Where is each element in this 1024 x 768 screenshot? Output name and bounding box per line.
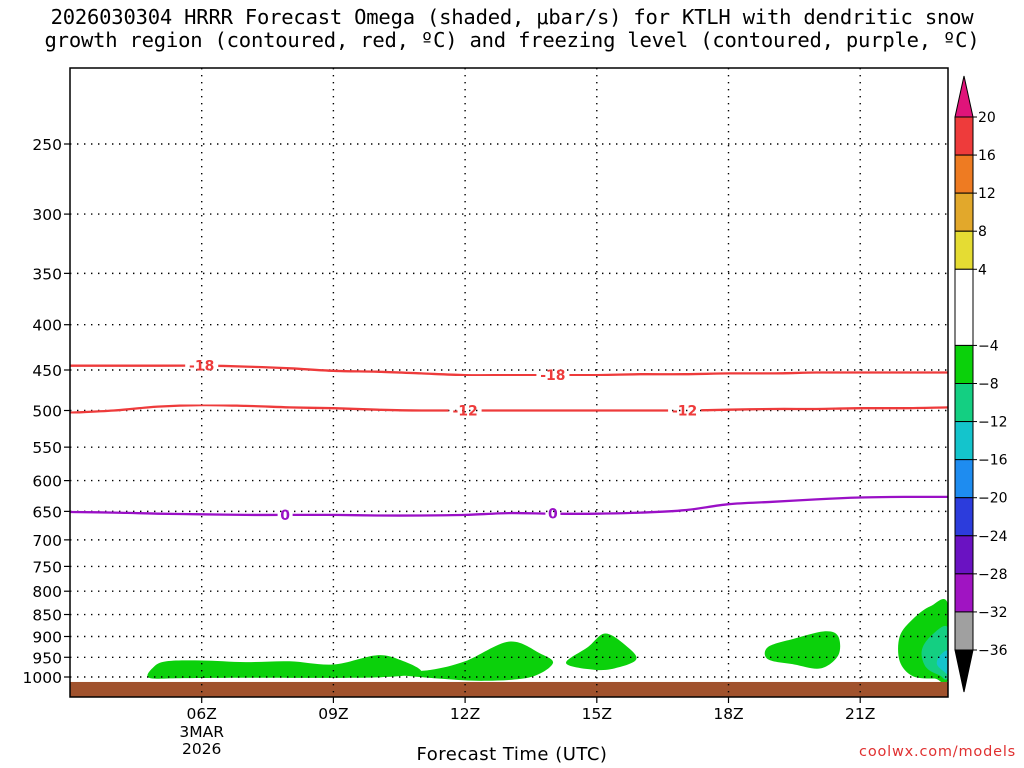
colorbar-label: 4 bbox=[978, 262, 987, 278]
pressure-tick-label: 750 bbox=[32, 558, 62, 576]
pressure-tick-label: 350 bbox=[32, 265, 62, 283]
omega-shaded-region bbox=[147, 655, 422, 679]
colorbar-bin bbox=[954, 192, 974, 232]
time-tick-label: 18Z bbox=[713, 705, 743, 723]
colorbar-label: 12 bbox=[978, 186, 996, 202]
source-credit: coolwx.com/models bbox=[859, 744, 1016, 760]
time-tick-label: 09Z bbox=[318, 705, 348, 723]
pressure-tick-label: 450 bbox=[32, 362, 62, 380]
pressure-tick-label: 400 bbox=[32, 317, 62, 335]
colorbar-label: −24 bbox=[978, 529, 1008, 545]
colorbar-label: 8 bbox=[978, 224, 987, 240]
time-tick-label: 06Z bbox=[187, 705, 217, 723]
pressure-tick-label: 650 bbox=[32, 503, 62, 521]
colorbar-label: −36 bbox=[978, 643, 1008, 659]
colorbar: 20 16 12 8 4 −4 −8 −12 −16 −20 −24 −28 −32 −36 bbox=[954, 75, 1008, 693]
pressure-tick-label: 950 bbox=[32, 649, 62, 667]
colorbar-label: −32 bbox=[978, 605, 1008, 621]
pressure-tick-label: 850 bbox=[32, 607, 62, 625]
colorbar-label: 16 bbox=[978, 148, 996, 164]
gridlines bbox=[70, 68, 948, 697]
contour-label: -18 bbox=[540, 368, 565, 384]
pressure-axis: 250 300 350 400 450 500 550 600 650 700 750 800 850 9… bbox=[23, 136, 70, 687]
omega-shaded-region bbox=[936, 650, 948, 674]
date-sublabel: 3MAR bbox=[179, 723, 224, 741]
omega-shaded-region bbox=[764, 631, 841, 669]
colorbar-bin bbox=[954, 611, 974, 651]
omega-shaded-region bbox=[566, 633, 637, 671]
colorbar-label: −12 bbox=[978, 415, 1008, 431]
pressure-tick-label: 250 bbox=[32, 136, 62, 154]
colorbar-label: −4 bbox=[978, 338, 999, 354]
colorbar-over-arrow bbox=[954, 75, 974, 118]
colorbar-label: −20 bbox=[978, 491, 1008, 507]
colorbar-under-arrow bbox=[954, 649, 974, 693]
colorbar-bin bbox=[954, 116, 974, 156]
chart-title: 2026030304 HRRR Forecast Omega (shaded, … bbox=[0, 6, 1024, 52]
colorbar-bin bbox=[954, 421, 974, 461]
contour-label: 0 bbox=[280, 508, 290, 524]
pressure-tick-label: 800 bbox=[32, 583, 62, 601]
pressure-tick-label: 900 bbox=[32, 628, 62, 646]
contour-label: 0 bbox=[548, 507, 558, 523]
terrain-band bbox=[70, 681, 948, 697]
contour-line--12 bbox=[70, 403, 948, 414]
contour-label: -18 bbox=[189, 359, 214, 375]
colorbar-label: −8 bbox=[978, 377, 999, 393]
contour-label: -12 bbox=[452, 404, 477, 420]
x-axis-label: Forecast Time (UTC) bbox=[416, 744, 608, 765]
colorbar-bin bbox=[954, 535, 974, 575]
colorbar-bin bbox=[954, 268, 974, 346]
pressure-tick-label: 300 bbox=[32, 206, 62, 224]
plot-frame bbox=[69, 67, 949, 698]
plot-border bbox=[69, 67, 949, 698]
colorbar-bin bbox=[954, 459, 974, 499]
colorbar-label: −28 bbox=[978, 567, 1008, 583]
colorbar-bin bbox=[954, 383, 974, 423]
colorbar-label: 20 bbox=[978, 110, 996, 126]
date-sublabel: 2026 bbox=[182, 740, 221, 758]
contour-label: -12 bbox=[672, 404, 697, 420]
colorbar-bin bbox=[954, 344, 974, 384]
omega-shading-layer bbox=[147, 599, 948, 685]
contour-line-0 bbox=[70, 495, 948, 517]
colorbar-bin bbox=[954, 154, 974, 194]
colorbar-bin bbox=[954, 573, 974, 613]
terrain-layer bbox=[70, 681, 948, 697]
colorbar-bin bbox=[954, 497, 974, 537]
time-tick-label: 21Z bbox=[845, 705, 875, 723]
time-tick-label: 15Z bbox=[582, 705, 612, 723]
pressure-tick-label: 500 bbox=[32, 403, 62, 421]
omega-shaded-region bbox=[385, 641, 554, 681]
pressure-tick-label: 600 bbox=[32, 473, 62, 491]
contour-line--18 bbox=[70, 364, 948, 377]
colorbar-bin bbox=[954, 230, 974, 270]
time-tick-label: 12Z bbox=[450, 705, 480, 723]
title-line-1: 2026030304 HRRR Forecast Omega (shaded, … bbox=[50, 5, 974, 29]
contour-layer: -18 -18 -12 -12 0 0 bbox=[70, 359, 948, 524]
title-line-2: growth region (contoured, red, ºC) and f… bbox=[44, 28, 980, 52]
pressure-tick-label: 700 bbox=[32, 532, 62, 550]
colorbar-label: −16 bbox=[978, 453, 1008, 469]
pressure-tick-label: 550 bbox=[32, 439, 62, 457]
pressure-tick-label: 1000 bbox=[23, 669, 62, 687]
